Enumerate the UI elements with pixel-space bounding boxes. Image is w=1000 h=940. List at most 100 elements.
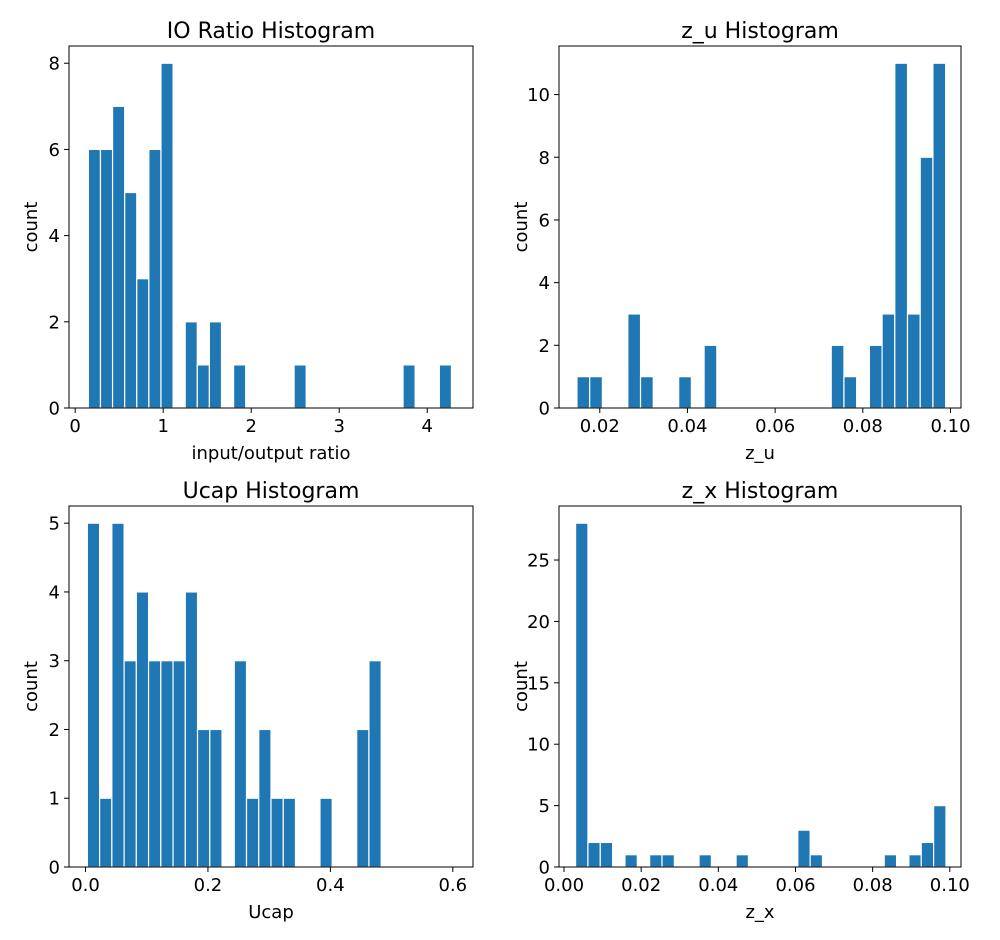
- histogram-bar: [587, 841, 601, 868]
- y-tick-label: 8: [49, 54, 60, 75]
- y-tick-label: 25: [527, 551, 550, 572]
- histogram-bar: [402, 364, 416, 409]
- y-tick-label: 8: [539, 148, 550, 169]
- x-tick-label: 3: [333, 416, 344, 437]
- x-axis-label: input/output ratio: [192, 443, 351, 464]
- histogram-bar: [809, 854, 824, 868]
- histogram-bar: [147, 660, 162, 868]
- x-axis-label: Ucap: [248, 902, 294, 923]
- histogram-bar: [148, 148, 162, 409]
- histogram-bar: [933, 805, 947, 868]
- axes-frame: [68, 45, 474, 409]
- y-tick-label: 2: [539, 336, 550, 357]
- y-tick-label: 6: [539, 210, 550, 231]
- x-tick-label: 1: [157, 416, 168, 437]
- histogram-bar: [703, 344, 718, 409]
- x-tick-label: 0.04: [667, 416, 707, 437]
- axes-frame: [68, 505, 474, 868]
- histogram-bar: [639, 376, 654, 409]
- x-tick-label: 4: [422, 416, 433, 437]
- histogram-bar: [797, 829, 811, 868]
- histogram-bar: [270, 797, 284, 868]
- histogram-bar: [99, 797, 113, 868]
- x-tick-label: 0.2: [194, 875, 223, 896]
- chart-title: Ucap Histogram: [183, 479, 360, 504]
- histogram-bar: [698, 854, 712, 868]
- x-tick-label: 0.02: [580, 416, 620, 437]
- y-tick-label: 15: [527, 673, 550, 694]
- histogram-bar: [356, 728, 370, 868]
- histogram-bar: [258, 728, 272, 868]
- y-tick-label: 6: [49, 140, 60, 161]
- histogram-bar: [868, 344, 883, 409]
- histogram-bar: [196, 364, 210, 409]
- histogram-bar: [111, 522, 125, 868]
- chart-title: z_u Histogram: [681, 19, 839, 44]
- y-tick-label: 20: [527, 612, 550, 633]
- y-tick-label: 0: [49, 399, 60, 420]
- histogram-bar: [196, 728, 211, 868]
- y-tick-label: 4: [539, 273, 550, 294]
- histogram-bar: [627, 313, 642, 409]
- x-tick-label: 0.06: [755, 416, 795, 437]
- x-tick-label: 0.04: [698, 875, 738, 896]
- y-tick-label: 5: [539, 796, 550, 817]
- histogram-bar: [624, 854, 638, 868]
- z-x-histogram-panel: z_x Histogram z_x count 0.00 0.02 0.04 0.06…: [511, 479, 970, 923]
- y-axis-label: count: [21, 661, 42, 712]
- chart-title: IO Ratio Histogram: [167, 19, 375, 44]
- bars: [576, 62, 947, 409]
- x-axis-label: z_x: [745, 902, 774, 923]
- histogram-bar: [282, 797, 297, 868]
- histogram-bar: [136, 278, 150, 409]
- histogram-bar: [920, 841, 935, 868]
- histogram-bar: [843, 376, 858, 409]
- y-tick-label: 0: [539, 858, 550, 879]
- x-tick-label: 0.10: [930, 416, 970, 437]
- histogram-bar: [232, 364, 247, 409]
- y-tick-label: 0: [49, 858, 60, 879]
- histogram-bar: [906, 313, 921, 409]
- histogram-bar: [368, 660, 382, 868]
- y-tick-label: 10: [527, 85, 550, 106]
- histogram-bar: [599, 841, 614, 868]
- histogram-bar: [319, 797, 333, 868]
- y-axis-label: count: [511, 661, 532, 712]
- y-tick-label: 3: [49, 651, 60, 672]
- ucap-histogram-panel: Ucap Histogram Ucap count 0.0 0.2 0.4 0.6 0 1…: [21, 479, 474, 923]
- histogram-bar: [894, 62, 909, 409]
- y-tick-label: 4: [49, 226, 60, 247]
- histogram-bar: [919, 156, 934, 409]
- histogram-bar: [123, 660, 137, 868]
- histogram-bar: [932, 62, 947, 409]
- histogram-bar: [160, 62, 174, 409]
- histogram-bar: [160, 660, 174, 868]
- y-tick-label: 5: [49, 514, 60, 535]
- histogram-bar: [124, 191, 138, 409]
- x-tick-label: 0: [69, 416, 80, 437]
- histogram-bar: [245, 797, 260, 868]
- histogram-bar: [576, 376, 591, 409]
- y-tick-label: 4: [49, 582, 60, 603]
- y-tick-label: 2: [49, 312, 60, 333]
- histogram-bar: [574, 522, 589, 868]
- x-tick-label: 0.08: [843, 416, 883, 437]
- histogram-bar: [883, 854, 898, 868]
- x-tick-label: 0.10: [930, 875, 970, 896]
- x-tick-label: 0.00: [544, 875, 584, 896]
- histogram-bar: [438, 364, 453, 409]
- y-axis-label: count: [511, 202, 532, 253]
- histogram-bar: [735, 854, 750, 868]
- y-tick-label: 10: [527, 735, 550, 756]
- histogram-bar: [111, 105, 126, 409]
- x-tick-label: 0.6: [438, 875, 467, 896]
- chart-title: z_x Histogram: [682, 479, 839, 504]
- histogram-bar: [87, 148, 102, 409]
- histogram-bar: [172, 660, 186, 868]
- histogram-bar: [184, 591, 199, 868]
- z-u-histogram-panel: z_u Histogram z_u count 0.02 0.04 0.06 0.08…: [511, 19, 971, 464]
- y-tick-label: 2: [49, 720, 60, 741]
- x-tick-label: 0.02: [621, 875, 661, 896]
- bars: [86, 522, 382, 868]
